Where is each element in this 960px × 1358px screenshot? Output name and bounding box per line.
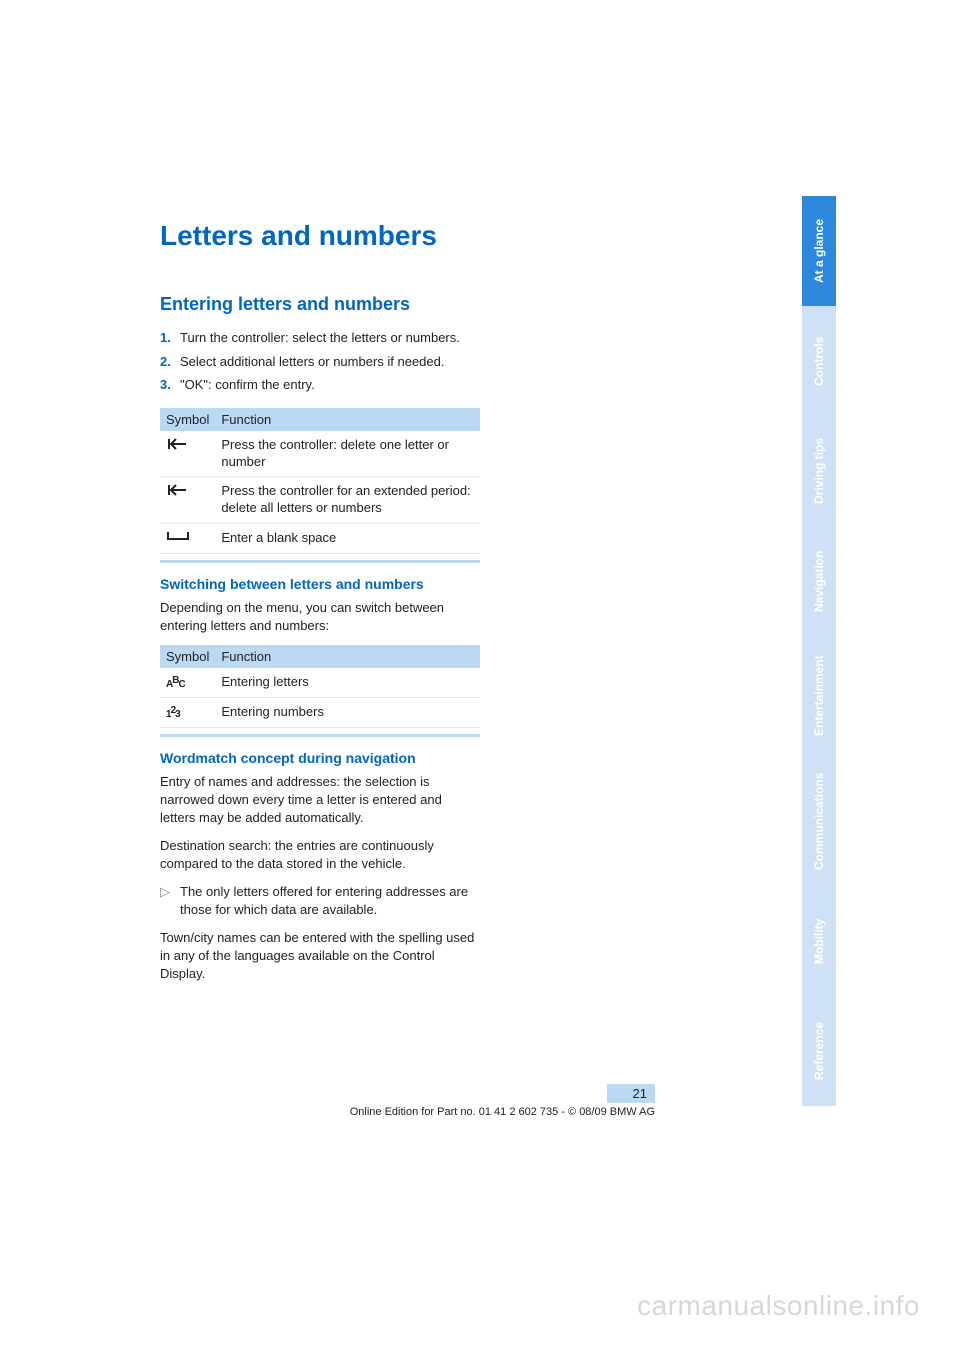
table-cell-text: Entering letters — [215, 668, 480, 697]
body-text: Entry of names and addresses: the select… — [160, 773, 480, 827]
page-number: 21 — [607, 1084, 655, 1103]
side-tabs: At a glance Controls Driving tips Naviga… — [802, 196, 836, 1106]
page-title: Letters and numbers — [160, 220, 480, 252]
step-text: "OK": confirm the entry. — [180, 376, 315, 394]
page-content: Letters and numbers Entering letters and… — [160, 220, 800, 993]
table-cell-text: Press the controller: delete one letter … — [215, 431, 480, 477]
table-end-rule — [160, 560, 480, 563]
steps-list: 1. Turn the controller: select the lette… — [160, 329, 480, 394]
step-number: 2. — [160, 353, 180, 371]
table-row: Press the controller for an extended per… — [160, 477, 480, 524]
watermark: carmanualsonline.info — [637, 1290, 920, 1322]
subsection-heading: Switching between letters and numbers — [160, 575, 480, 593]
table-row: 123 Entering numbers — [160, 698, 480, 728]
step-text: Select additional letters or numbers if … — [180, 353, 445, 371]
table-cell-text: Press the controller for an extended per… — [215, 477, 480, 524]
subsection-heading: Wordmatch concept during navigation — [160, 749, 480, 767]
table-header-function: Function — [215, 645, 480, 668]
table-header-symbol: Symbol — [160, 645, 215, 668]
bullet-text: The only letters offered for entering ad… — [180, 883, 480, 919]
tab-at-a-glance[interactable]: At a glance — [802, 196, 836, 306]
space-bar-icon — [160, 524, 215, 554]
table-end-rule — [160, 734, 480, 737]
body-text: Town/city names can be entered with the … — [160, 929, 480, 983]
symbol-table-1: Symbol Function Press the controller: de… — [160, 408, 480, 555]
table-row: Press the controller: delete one letter … — [160, 431, 480, 477]
back-arrow-stop-icon — [160, 477, 215, 524]
tab-navigation[interactable]: Navigation — [802, 526, 836, 636]
back-arrow-stop-icon — [160, 431, 215, 477]
tab-mobility[interactable]: Mobility — [802, 886, 836, 996]
section-heading: Entering letters and numbers — [160, 294, 480, 315]
tab-controls[interactable]: Controls — [802, 306, 836, 416]
step-text: Turn the controller: select the letters … — [180, 329, 460, 347]
table-header-function: Function — [215, 408, 480, 431]
main-column: Letters and numbers Entering letters and… — [160, 220, 480, 983]
table-cell-text: Enter a blank space — [215, 524, 480, 554]
tab-driving-tips[interactable]: Driving tips — [802, 416, 836, 526]
abc-icon: ABC — [160, 668, 215, 697]
step-item: 3. "OK": confirm the entry. — [160, 376, 480, 394]
table-row: Enter a blank space — [160, 524, 480, 554]
triangle-bullet-icon: ▷ — [160, 883, 180, 919]
123-icon: 123 — [160, 698, 215, 728]
tab-reference[interactable]: Reference — [802, 996, 836, 1106]
step-number: 1. — [160, 329, 180, 347]
body-text: Destination search: the entries are cont… — [160, 837, 480, 873]
table-row: ABC Entering letters — [160, 668, 480, 697]
bullet-item: ▷ The only letters offered for entering … — [160, 883, 480, 919]
tab-entertainment[interactable]: Entertainment — [802, 636, 836, 756]
step-item: 1. Turn the controller: select the lette… — [160, 329, 480, 347]
body-text: Depending on the menu, you can switch be… — [160, 599, 480, 635]
footer-line: Online Edition for Part no. 01 41 2 602 … — [160, 1106, 655, 1118]
page-footer: 21 Online Edition for Part no. 01 41 2 6… — [160, 1084, 655, 1118]
table-header-symbol: Symbol — [160, 408, 215, 431]
step-number: 3. — [160, 376, 180, 394]
symbol-table-2: Symbol Function ABC Entering letters — [160, 645, 480, 728]
tab-communications[interactable]: Communications — [802, 756, 836, 886]
step-item: 2. Select additional letters or numbers … — [160, 353, 480, 371]
table-cell-text: Entering numbers — [215, 698, 480, 728]
